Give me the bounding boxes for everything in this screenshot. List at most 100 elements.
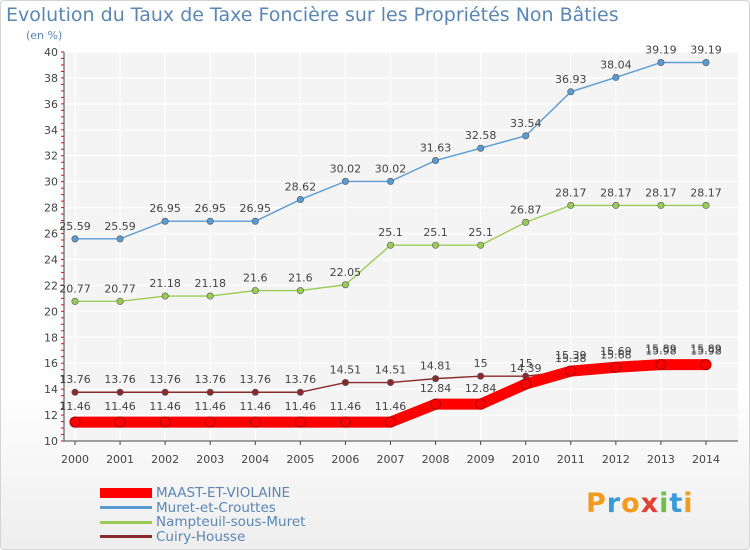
logo-letter: o	[621, 488, 641, 519]
data-point	[206, 388, 214, 396]
data-label: 31.63	[420, 142, 452, 155]
logo-letter: i	[659, 488, 670, 519]
legend-item: Muret-et-Crouttes	[100, 501, 305, 516]
data-point	[251, 217, 259, 225]
y-tick-label: 34	[44, 124, 58, 137]
legend-swatch	[100, 520, 152, 524]
x-tick-label: 2002	[151, 453, 179, 466]
data-label: 15.39	[555, 349, 587, 362]
data-point	[567, 201, 575, 209]
x-tick-label: 2007	[377, 453, 405, 466]
data-point	[702, 59, 710, 67]
legend-swatch	[100, 488, 152, 499]
data-label: 25.1	[423, 226, 448, 239]
data-point	[477, 144, 485, 152]
data-point	[249, 416, 261, 428]
data-label: 14.51	[330, 364, 362, 377]
data-label: 20.77	[59, 282, 91, 295]
data-label: 20.77	[104, 282, 136, 295]
data-point	[296, 287, 304, 295]
data-label: 13.76	[285, 373, 317, 386]
data-label: 11.46	[285, 400, 317, 413]
data-label: 25.1	[378, 226, 403, 239]
data-label: 21.6	[243, 272, 268, 285]
data-point	[339, 416, 351, 428]
legend-swatch	[100, 535, 152, 539]
data-point	[116, 235, 124, 243]
data-label: 30.02	[375, 162, 407, 175]
y-tick-label: 10	[44, 435, 58, 448]
data-point	[386, 379, 394, 387]
y-tick-label: 28	[44, 202, 58, 215]
y-tick-label: 18	[44, 331, 58, 344]
data-point	[385, 416, 396, 428]
x-tick-label: 2006	[331, 453, 359, 466]
data-point	[251, 388, 259, 396]
data-label: 25.59	[104, 220, 136, 233]
x-tick-label: 2001	[106, 453, 134, 466]
legend-swatch	[100, 506, 152, 510]
data-point	[386, 241, 394, 249]
data-point	[475, 398, 487, 410]
proxiti-logo: Proxiti	[586, 488, 694, 519]
y-tick-label: 26	[44, 228, 58, 241]
data-label: 11.46	[240, 400, 272, 413]
plot-area	[64, 52, 738, 441]
legend-label: Cuiry-Housse	[156, 528, 246, 545]
data-label: 39.19	[690, 44, 722, 57]
data-label: 28.17	[555, 186, 587, 199]
data-label: 38.04	[600, 58, 632, 71]
data-label: 11.46	[330, 400, 362, 413]
data-label: 11.46	[104, 400, 136, 413]
data-label: 28.17	[600, 186, 632, 199]
data-point	[341, 379, 349, 387]
data-label: 39.19	[645, 44, 677, 57]
y-tick-label: 40	[44, 46, 58, 59]
data-label: 11.46	[375, 400, 407, 413]
data-point	[610, 361, 622, 373]
data-label: 15.68	[600, 348, 632, 361]
data-point	[206, 292, 214, 300]
data-point	[71, 388, 79, 396]
data-point	[206, 217, 214, 225]
legend-item: Nampteuil-sous-Muret	[100, 515, 305, 530]
legend-item: MAAST-ET-VIOLAINE	[100, 486, 305, 501]
data-label: 13.76	[240, 373, 272, 386]
data-point	[204, 416, 216, 428]
data-label: 14.39	[510, 362, 542, 375]
data-point	[432, 375, 440, 383]
data-point	[655, 359, 667, 371]
data-point	[386, 177, 394, 185]
y-tick-label: 36	[44, 98, 58, 111]
legend: MAAST-ET-VIOLAINE Muret-et-Crouttes Nampte…	[100, 486, 305, 544]
data-point	[612, 201, 620, 209]
data-point	[432, 241, 440, 249]
logo-letter: r	[606, 488, 622, 519]
data-point	[657, 201, 665, 209]
data-label: 15	[474, 357, 488, 370]
data-point	[612, 73, 620, 81]
data-label: 15.98	[645, 344, 677, 357]
x-tick-label: 2004	[241, 453, 269, 466]
data-point	[700, 359, 712, 371]
data-point	[341, 281, 349, 289]
data-point	[294, 416, 306, 428]
data-label: 13.76	[104, 373, 136, 386]
legend-label: Nampteuil-sous-Muret	[156, 514, 306, 531]
data-label: 15	[519, 357, 533, 370]
x-tick-label: 2003	[196, 453, 224, 466]
legend-label: MAAST-ET-VIOLAINE	[156, 485, 291, 502]
x-tick-label: 2009	[467, 453, 495, 466]
data-label: 21.18	[194, 277, 226, 290]
x-tick-label: 2011	[557, 453, 585, 466]
y-tick-label: 20	[44, 305, 58, 318]
logo-letter: i	[683, 488, 694, 519]
data-label: 30.02	[330, 162, 362, 175]
data-point	[702, 201, 710, 209]
x-tick-label: 2010	[512, 453, 540, 466]
data-point	[520, 378, 532, 390]
data-point	[161, 292, 169, 300]
data-label: 26.95	[194, 202, 226, 215]
data-point	[477, 372, 485, 380]
